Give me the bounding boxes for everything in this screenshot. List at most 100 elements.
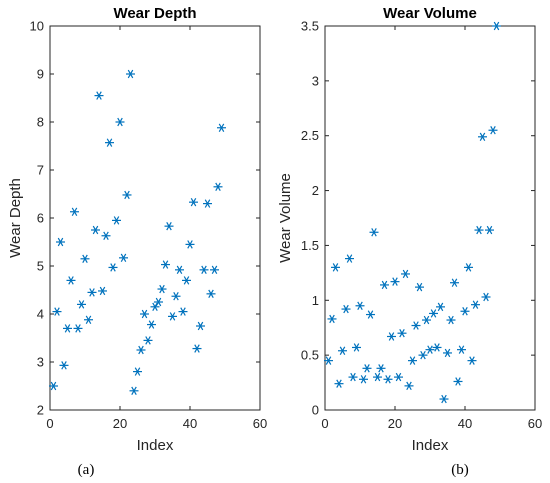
data-point [84,315,93,324]
data-point [66,276,76,285]
data-point [352,343,361,352]
y-tick-label: 5 [37,259,44,274]
y-tick-label: 3.5 [301,19,319,34]
x-tick-label: 40 [458,416,472,431]
data-point [143,336,153,345]
plot-area [49,25,261,411]
data-point [366,310,375,319]
data-point [369,228,379,237]
y-axis-label: Wear Volume [277,173,294,263]
data-point [457,345,466,354]
x-tick-label: 20 [113,416,127,431]
data-point [390,277,400,286]
y-tick-label: 4 [37,307,44,322]
data-point [464,263,473,272]
x-axis-label: Index [412,437,449,454]
data-point [91,225,100,235]
y-tick-label: 8 [37,115,44,130]
data-point [192,344,202,353]
data-point [376,364,386,373]
data-point [481,292,491,302]
data-point [324,356,333,365]
data-point [94,91,104,100]
wear-depth-chart: Wear Depth Wear Depth Index (a) 0 20 40 60 2… [7,5,267,478]
x-axis-label: Index [137,437,174,454]
data-point [331,263,340,272]
panel-label: (a) [78,462,95,478]
data-point [129,386,139,395]
data-point [217,123,226,132]
data-point [59,361,69,370]
data-point [196,321,205,331]
data-point [429,309,438,318]
data-point [467,356,477,365]
data-point [397,329,407,338]
data-point [87,288,97,297]
data-point [168,312,177,321]
data-point [199,265,209,275]
data-point [133,367,142,376]
data-point [380,280,389,290]
y-tick-label: 1.5 [301,238,319,253]
data-point [362,364,372,373]
data-point [334,379,344,388]
data-point [338,346,347,355]
data-point [178,307,188,316]
x-tick-label: 40 [183,416,197,431]
data-point [210,265,219,275]
x-tick-label: 60 [253,416,267,431]
data-point [70,207,79,216]
data-point [150,302,160,311]
data-point [383,375,393,384]
data-point [119,253,128,263]
data-point [443,348,452,358]
y-tick-label: 2 [37,403,44,418]
data-point [171,292,181,301]
data-point [471,300,480,309]
x-tick-label: 20 [388,416,402,431]
data-point [327,314,337,324]
data-point [52,307,62,316]
data-point [450,278,459,287]
data-point [436,302,445,312]
y-tick-label: 1 [312,293,319,308]
data-point [101,231,111,240]
y-tick-label: 0.5 [301,348,319,363]
y-tick-label: 9 [37,67,44,82]
data-point [359,375,368,384]
data-point [112,216,121,225]
data-point [446,315,456,325]
wear-volume-chart: Wear Volume Wear Volume Index (b) 0 20 40 6… [277,5,542,478]
data-point [136,345,146,355]
data-point [460,307,470,316]
data-point [345,254,354,263]
data-point [394,372,403,382]
data-point [213,182,223,191]
data-point [175,265,184,275]
y-tick-label: 2.5 [301,128,319,143]
data-point [80,254,90,263]
chart-title: Wear Depth [113,5,196,22]
data-point [401,269,410,279]
data-point [140,309,149,319]
y-tick-label: 3 [37,355,44,370]
data-point [341,304,351,314]
data-point [203,199,212,208]
data-point [373,372,382,382]
chart-title: Wear Volume [383,5,477,22]
data-point [161,260,170,269]
data-point [439,394,449,404]
x-tick-label: 0 [46,416,53,431]
data-point [355,301,365,310]
data-point [408,356,417,365]
data-point [488,126,498,135]
data-point [206,289,216,299]
data-point [185,240,195,249]
data-point [422,315,431,325]
data-point [56,237,65,247]
data-point [126,69,135,79]
data-point [387,332,396,341]
y-tick-label: 6 [37,211,44,226]
data-point [49,381,58,391]
